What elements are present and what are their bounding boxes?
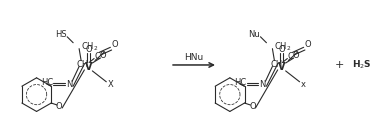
Text: N: N — [259, 80, 266, 89]
Text: CH$_2$: CH$_2$ — [274, 40, 292, 53]
Text: HC: HC — [41, 78, 53, 87]
Text: O: O — [278, 45, 285, 54]
Text: N: N — [66, 80, 72, 89]
Text: O: O — [112, 40, 118, 49]
Text: O: O — [305, 40, 311, 49]
Text: V: V — [85, 62, 92, 72]
Text: HS: HS — [56, 30, 67, 39]
Text: CH$_2$: CH$_2$ — [81, 40, 99, 53]
Text: Nu: Nu — [249, 30, 260, 39]
Text: HNu: HNu — [184, 52, 204, 62]
Text: +: + — [335, 60, 344, 70]
Text: V: V — [278, 62, 285, 72]
Text: C: C — [287, 52, 293, 61]
Text: C: C — [94, 52, 100, 61]
Text: O: O — [56, 102, 62, 110]
Text: H$_2$S: H$_2$S — [352, 59, 371, 71]
Text: O: O — [99, 51, 105, 60]
Text: O: O — [249, 102, 256, 110]
Text: X: X — [107, 80, 113, 89]
Text: x: x — [301, 80, 306, 89]
Text: CH: CH — [270, 60, 282, 69]
Text: O: O — [85, 45, 92, 54]
Text: CH: CH — [77, 60, 89, 69]
Text: O: O — [292, 51, 299, 60]
Text: HC: HC — [234, 78, 247, 87]
